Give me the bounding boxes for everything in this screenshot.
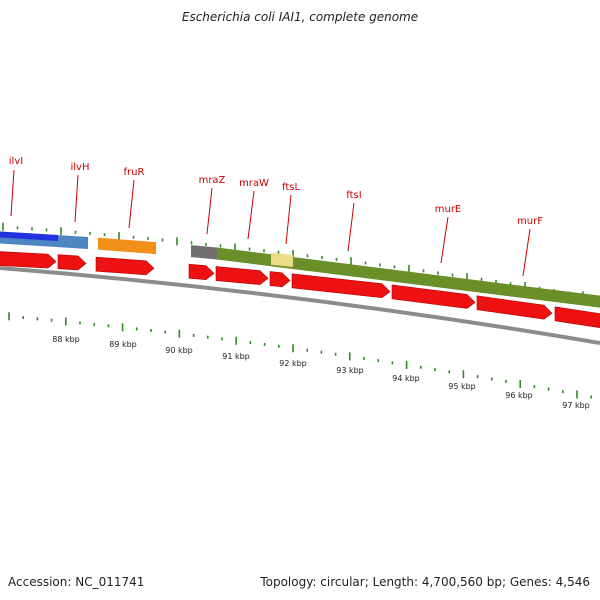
gene-arrows bbox=[0, 251, 600, 329]
callout-line bbox=[247, 190, 255, 240]
operon-mra bbox=[217, 247, 600, 308]
callout-line bbox=[522, 228, 531, 277]
operon-fru bbox=[98, 237, 156, 255]
gene-arrow bbox=[291, 273, 391, 299]
topology-value: circular bbox=[320, 575, 365, 589]
gene-label-murF: murF bbox=[517, 216, 543, 227]
accession-value: NC_011741 bbox=[75, 575, 145, 589]
operon-bars bbox=[0, 231, 600, 308]
gene-arrow bbox=[476, 295, 553, 320]
gene-arrow bbox=[554, 306, 600, 329]
gene-label-ilvI: ilvI bbox=[9, 156, 23, 167]
accession-label: Accession: bbox=[8, 575, 72, 589]
callout-lines bbox=[10, 169, 531, 277]
gene-arrow bbox=[215, 266, 269, 285]
genes-label: Genes: bbox=[509, 575, 552, 589]
length-label: Length: bbox=[372, 575, 419, 589]
gene-arrow bbox=[188, 263, 215, 280]
gene-label-fruR: fruR bbox=[124, 167, 145, 178]
gene-arrow bbox=[57, 254, 87, 271]
scale-label-95kbp: 95 kbp bbox=[448, 382, 476, 391]
gene-label-mraZ: mraZ bbox=[199, 175, 226, 186]
operon-mra-start bbox=[191, 245, 217, 260]
gene-label-ftsL: ftsL bbox=[282, 182, 300, 193]
scale-label-92kbp: 92 kbp bbox=[279, 359, 307, 368]
scale-ticks bbox=[8, 312, 593, 399]
scale-label-88kbp: 88 kbp bbox=[52, 335, 80, 344]
callout-line bbox=[440, 216, 449, 264]
backbone-line bbox=[0, 266, 600, 345]
scale-label-93kbp: 93 kbp bbox=[336, 366, 364, 375]
gene-label-ilvH: ilvH bbox=[71, 162, 90, 173]
scale-label-94kbp: 94 kbp bbox=[392, 374, 420, 383]
scale-label-90kbp: 90 kbp bbox=[165, 346, 193, 355]
scale-label-91kbp: 91 kbp bbox=[222, 352, 250, 361]
gene-arrow bbox=[391, 284, 476, 309]
gene-arrow bbox=[95, 256, 155, 276]
scale-label-96kbp: 96 kbp bbox=[505, 391, 533, 400]
callout-line bbox=[74, 174, 79, 223]
outer-ticks bbox=[2, 222, 599, 300]
callout-line bbox=[10, 169, 15, 217]
length-value: 4,700,560 bp bbox=[421, 575, 502, 589]
genome-stats: Topology: circular; Length: 4,700,560 bp… bbox=[260, 575, 590, 589]
gene-arrow bbox=[269, 271, 291, 288]
gene-arrow bbox=[0, 251, 57, 269]
callout-line bbox=[285, 194, 292, 245]
topology-label: Topology: bbox=[260, 575, 317, 589]
gene-label-mraW: mraW bbox=[239, 178, 269, 189]
accession-line: Accession: NC_011741 bbox=[8, 575, 144, 589]
gene-label-murE: murE bbox=[435, 204, 462, 215]
operon-ftsL-highlight bbox=[271, 252, 293, 267]
scale-label-89kbp: 89 kbp bbox=[109, 340, 137, 349]
callout-line bbox=[347, 202, 355, 252]
genes-value: 4,546 bbox=[555, 575, 590, 589]
operon-ilv-dark bbox=[0, 231, 58, 241]
scale-label-97kbp: 97 kbp bbox=[562, 401, 590, 410]
callout-line bbox=[128, 179, 135, 229]
gene-label-ftsI: ftsI bbox=[346, 190, 361, 201]
map-title: Escherichia coli IAI1, complete genome bbox=[181, 10, 419, 24]
callout-line bbox=[206, 187, 213, 235]
